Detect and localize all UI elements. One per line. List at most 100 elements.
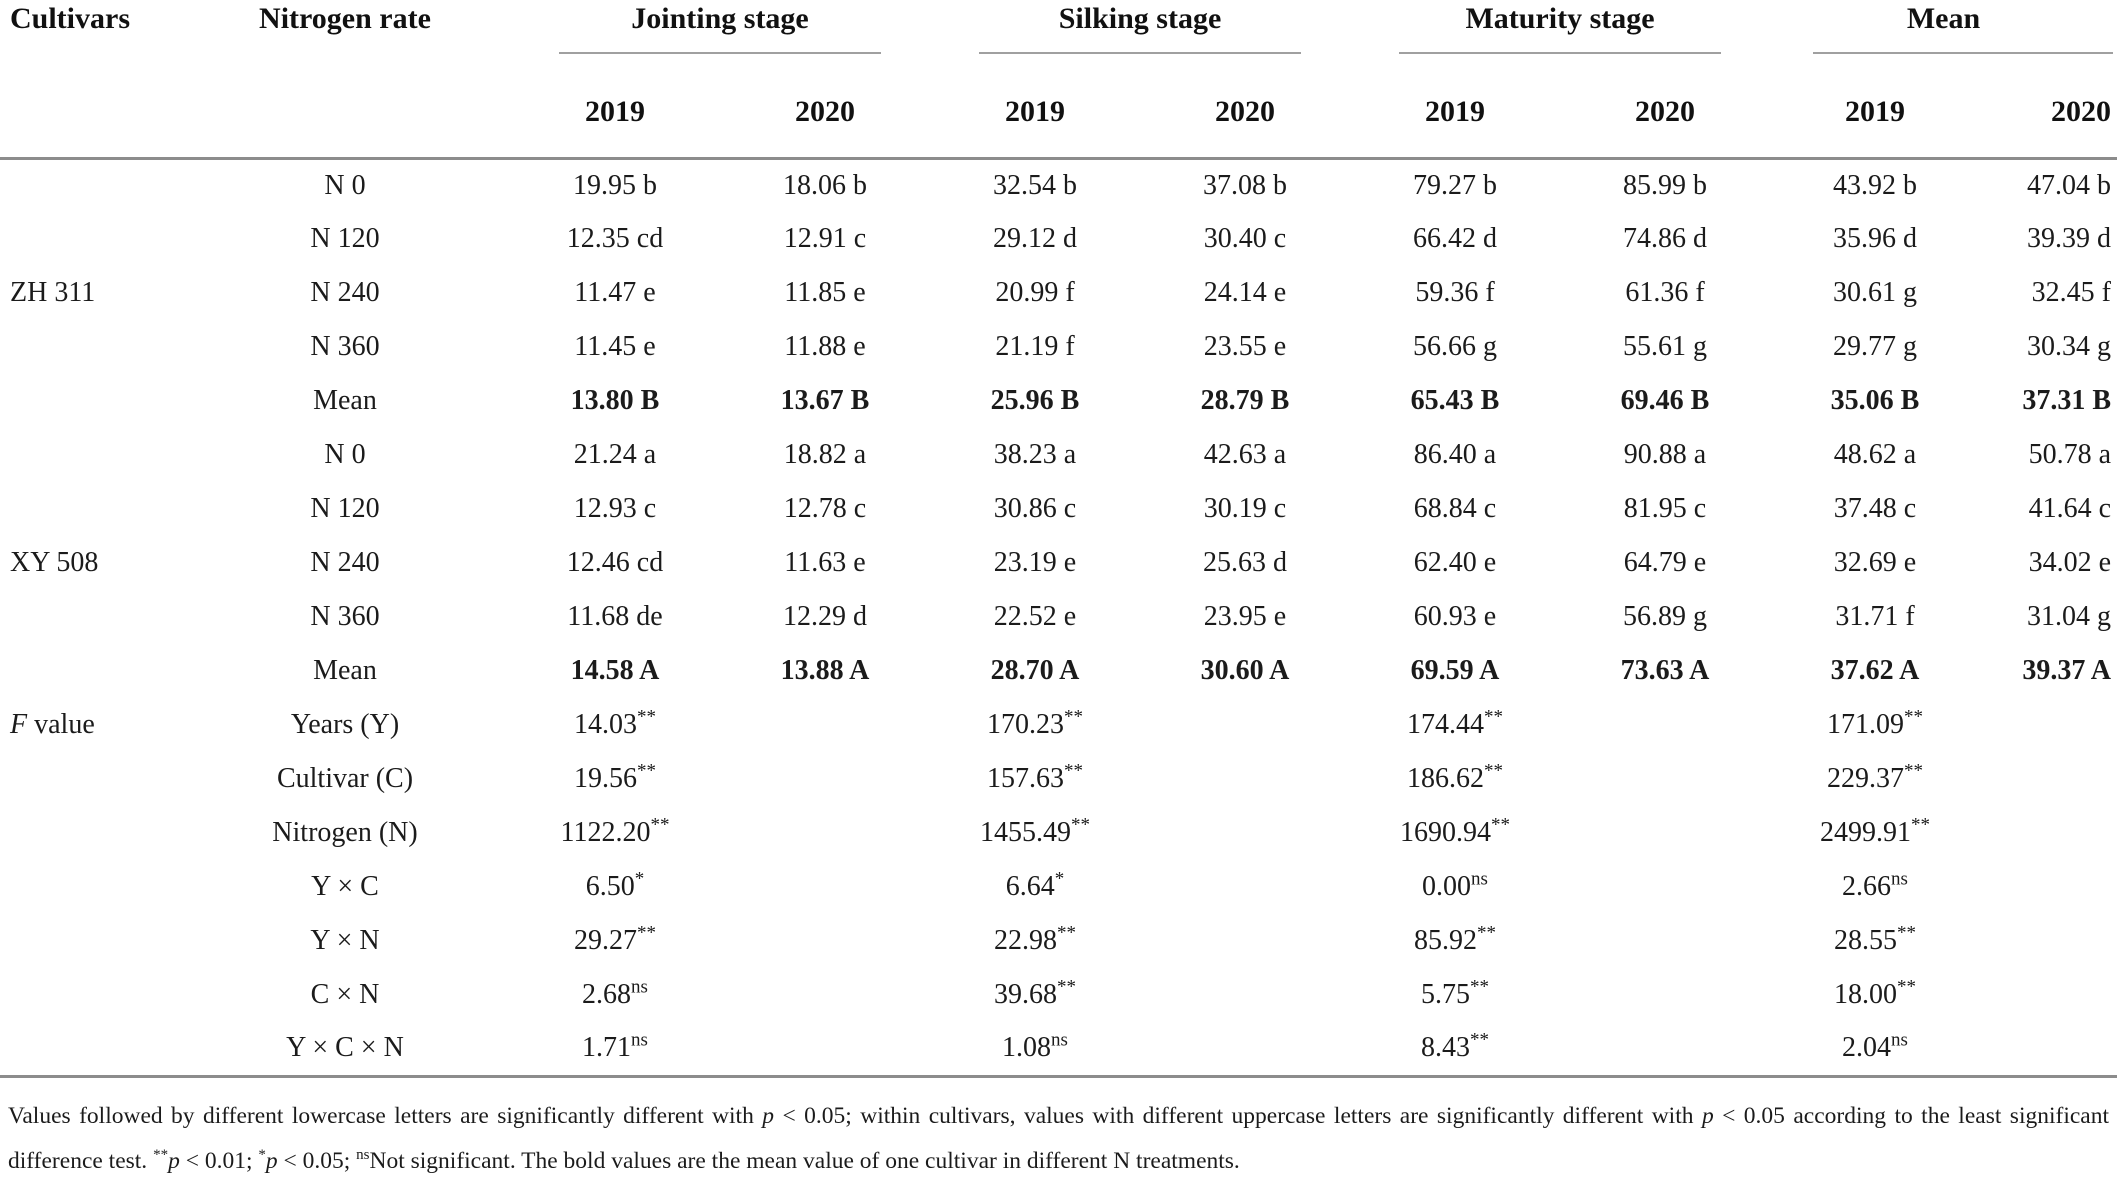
value-cell: 11.85 e	[784, 277, 866, 308]
value-cell: 2.66ns	[1842, 868, 1908, 902]
value-cell: 85.99 b	[1623, 169, 1707, 201]
treatment-cell: N 240	[310, 277, 380, 308]
value-cell	[1980, 968, 2117, 1022]
table-row: XY 508 N 240 12.46 cd 11.63 e 23.19 e 25.63 d…	[0, 536, 2117, 590]
table-row: N 360 11.45 e 11.88 e 21.19 f 23.55 e 56.66 g…	[0, 320, 2117, 374]
value-cell: 47.04 b	[2027, 169, 2111, 201]
value-cell: 11.68 de	[567, 601, 663, 632]
treatment-cell: Mean	[313, 385, 377, 416]
value-cell: 11.63 e	[784, 547, 866, 578]
value-cell: 13.80 B	[570, 385, 660, 416]
value-cell: 157.63**	[987, 760, 1083, 794]
group-header-silking-stage: Silking stage	[930, 0, 1350, 68]
treatment-cell: N 120	[310, 493, 380, 524]
table-body: N 0 19.95 b 18.06 b 32.54 b 37.08 b 79.27 b 85…	[0, 158, 2117, 1078]
value-cell: 28.79 B	[1200, 385, 1290, 416]
value-cell	[720, 806, 930, 860]
value-cell: 11.47 e	[574, 277, 656, 308]
group-underline	[559, 52, 881, 54]
value-cell: 170.23**	[987, 706, 1083, 740]
value-cell: 69.59 A	[1410, 655, 1500, 686]
value-cell: 12.35 cd	[566, 223, 664, 254]
value-cell	[720, 752, 930, 806]
value-cell	[720, 968, 930, 1022]
value-cell: 6.50*	[585, 868, 645, 902]
value-cell: 35.96 d	[1833, 223, 1917, 254]
value-cell: 73.63 A	[1620, 655, 1710, 686]
value-cell: 171.09**	[1827, 706, 1923, 740]
cultivar-cell	[0, 374, 180, 428]
value-cell: 30.40 c	[1203, 223, 1287, 254]
value-cell: 29.27**	[574, 922, 656, 956]
table-row: Y × C × N 1.71ns 1.08ns 8.43** 2.04ns	[0, 1022, 2117, 1078]
table-row: N 120 12.93 c 12.78 c 30.86 c 30.19 c 68.84 c…	[0, 482, 2117, 536]
treatment-cell: Y × C × N	[180, 1022, 510, 1078]
cultivar-cell: XY 508	[10, 547, 99, 578]
treatment-cell: Nitrogen (N)	[272, 817, 418, 848]
value-cell: 2499.91**	[1820, 814, 1930, 848]
value-cell	[1560, 860, 1770, 914]
table-row: Nitrogen (N) 1122.20** 1455.49** 1690.94** 2…	[0, 806, 2117, 860]
value-cell: 11.45 e	[574, 331, 656, 362]
value-cell: 229.37**	[1827, 760, 1923, 794]
value-cell: 31.04 g	[2027, 601, 2111, 632]
value-cell: 28.55**	[1834, 922, 1916, 956]
value-cell: 12.29 d	[783, 601, 867, 632]
col-header-cultivars: Cultivars	[0, 0, 180, 160]
value-cell	[1980, 698, 2117, 752]
value-cell: 34.02 e	[2028, 547, 2111, 578]
cultivar-cell: F value	[10, 709, 95, 740]
value-cell: 42.63 a	[1203, 439, 1287, 470]
value-cell: 39.37 A	[2022, 655, 2111, 686]
value-cell	[1140, 860, 1350, 914]
treatment-cell: Years (Y)	[290, 709, 400, 740]
value-cell	[1560, 752, 1770, 806]
value-cell	[720, 698, 930, 752]
value-cell: 11.88 e	[784, 331, 866, 362]
value-cell: 22.52 e	[993, 601, 1077, 632]
value-cell: 86.40 a	[1413, 439, 1497, 470]
value-cell: 55.61 g	[1623, 331, 1707, 362]
value-cell: 21.19 f	[995, 331, 1075, 362]
value-cell: 85.92**	[1414, 922, 1496, 956]
value-cell: 14.03**	[574, 706, 656, 740]
group-label-silking: Silking stage	[1058, 2, 1222, 35]
value-cell: 13.88 A	[780, 655, 870, 686]
value-cell	[1140, 698, 1350, 752]
value-cell: 37.08 b	[1203, 169, 1287, 201]
value-cell: 19.56**	[574, 760, 656, 794]
cultivar-cell	[0, 860, 180, 914]
value-cell: 59.36 f	[1415, 277, 1495, 308]
value-cell: 29.77 g	[1833, 331, 1917, 362]
value-cell: 12.91 c	[783, 223, 867, 254]
value-cell: 22.98**	[994, 922, 1076, 956]
group-label-mean: Mean	[1906, 2, 1981, 35]
cultivar-cell: ZH 311	[10, 277, 96, 308]
value-cell: 28.70 A	[990, 655, 1080, 686]
value-cell: 61.36 f	[1625, 277, 1705, 308]
year-header-mean-2019: 2019	[1770, 68, 1980, 160]
value-cell	[1980, 1022, 2117, 1078]
value-cell: 20.99 f	[995, 277, 1075, 308]
cultivar-cell	[0, 1022, 180, 1078]
value-cell: 32.54 b	[993, 169, 1077, 201]
table-row: N 360 11.68 de 12.29 d 22.52 e 23.95 e 60.93 …	[0, 590, 2117, 644]
value-cell: 21.24 a	[573, 439, 657, 470]
value-cell: 30.61 g	[1833, 277, 1917, 308]
value-cell: 50.78 a	[2028, 439, 2111, 470]
value-cell: 1690.94**	[1400, 814, 1510, 848]
value-cell: 68.84 c	[1413, 493, 1497, 524]
treatment-cell: Cultivar (C)	[276, 763, 414, 794]
value-cell: 6.64*	[1005, 868, 1065, 902]
value-cell: 29.12 d	[993, 223, 1077, 254]
value-cell: 14.58 A	[570, 655, 660, 686]
table-row: ZH 311 N 240 11.47 e 11.85 e 20.99 f 24.14 e 5…	[0, 266, 2117, 320]
table-footnote: Values followed by different lowercase l…	[8, 1102, 2110, 1174]
value-cell: 23.95 e	[1203, 601, 1287, 632]
value-cell: 37.48 c	[1833, 493, 1917, 524]
value-cell: 37.62 A	[1830, 655, 1920, 686]
value-cell: 2.68ns	[582, 976, 648, 1010]
value-cell: 25.63 d	[1203, 547, 1287, 578]
value-cell: 19.95 b	[573, 169, 657, 201]
